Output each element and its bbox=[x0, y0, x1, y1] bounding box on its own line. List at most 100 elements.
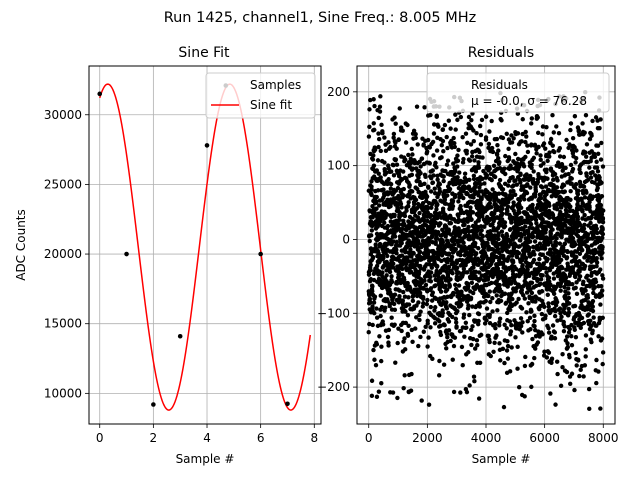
residual-point-3032 bbox=[544, 192, 549, 197]
residual-point-2228 bbox=[497, 160, 502, 165]
residual-point-2376 bbox=[505, 343, 511, 349]
residual-point-415 bbox=[390, 390, 396, 395]
residual-point-3100 bbox=[548, 282, 553, 287]
residual-point-3978 bbox=[599, 212, 605, 217]
residual-point-2531 bbox=[514, 161, 520, 166]
residual-point-2826 bbox=[532, 313, 537, 319]
residual-point-3997 bbox=[600, 276, 606, 281]
residual-point-3274 bbox=[558, 288, 563, 293]
residual-point-2598 bbox=[518, 316, 524, 321]
residual-point-2223 bbox=[496, 250, 502, 256]
residual-point-213 bbox=[379, 358, 384, 364]
residuals-xlabel: Sample # bbox=[472, 452, 531, 466]
sample-point-0 bbox=[97, 91, 103, 97]
legend-sine-fit-label: Sine fit bbox=[250, 98, 292, 112]
residual-point-2687 bbox=[524, 134, 529, 139]
residual-point-3605 bbox=[577, 274, 583, 279]
residual-point-2329 bbox=[503, 153, 508, 159]
residual-point-178 bbox=[376, 136, 382, 142]
residual-point-1679 bbox=[464, 270, 470, 275]
residual-point-3282 bbox=[558, 257, 564, 263]
residual-point-144 bbox=[374, 315, 380, 320]
residual-point-1143 bbox=[433, 239, 438, 245]
residual-point-1768 bbox=[470, 304, 475, 309]
residual-point-3210 bbox=[554, 185, 560, 190]
residual-point-252 bbox=[381, 187, 386, 192]
residual-point-680 bbox=[406, 323, 411, 328]
residual-point-3031 bbox=[544, 125, 549, 130]
residual-point-2417 bbox=[508, 226, 513, 232]
residual-point-2362 bbox=[505, 310, 510, 316]
residual-point-1509 bbox=[455, 164, 460, 169]
residual-point-3265 bbox=[557, 154, 563, 159]
residual-point-2756 bbox=[528, 185, 533, 190]
residual-point-3905 bbox=[595, 185, 600, 191]
residual-point-2774 bbox=[529, 142, 534, 147]
residual-point-951 bbox=[422, 278, 427, 283]
residual-point-3178 bbox=[552, 171, 558, 177]
residual-point-1277 bbox=[441, 174, 446, 179]
residual-point-2307 bbox=[501, 404, 507, 410]
residual-point-1053 bbox=[428, 325, 433, 330]
residual-point-3415 bbox=[566, 310, 572, 315]
residual-point-3801 bbox=[589, 133, 594, 138]
residual-point-2669 bbox=[523, 224, 528, 229]
residual-point-3762 bbox=[587, 165, 592, 170]
residual-point-845 bbox=[416, 343, 421, 349]
residual-point-1334 bbox=[444, 331, 450, 337]
residual-point-1874 bbox=[476, 318, 481, 324]
residual-point-661 bbox=[405, 255, 410, 260]
residual-point-3395 bbox=[565, 344, 570, 350]
residual-point-3979 bbox=[599, 336, 605, 341]
residual-point-246 bbox=[380, 322, 386, 327]
residual-point-2898 bbox=[536, 144, 541, 150]
residual-point-1188 bbox=[436, 124, 441, 129]
residual-point-389 bbox=[389, 274, 394, 279]
residual-point-3855 bbox=[592, 285, 597, 290]
residual-point-2122 bbox=[490, 257, 496, 262]
sine-fit-ytick-label-2: 20000 bbox=[44, 247, 82, 261]
residual-point-50 bbox=[369, 187, 374, 192]
residual-point-2712 bbox=[525, 318, 530, 324]
residual-point-1477 bbox=[453, 112, 458, 117]
residual-point-425 bbox=[391, 135, 396, 140]
residual-point-1578 bbox=[459, 302, 464, 308]
residual-point-660 bbox=[405, 122, 410, 128]
residual-point-2968 bbox=[540, 252, 545, 257]
residual-point-205 bbox=[378, 293, 383, 298]
residual-point-1926 bbox=[479, 228, 484, 233]
residual-point-748 bbox=[410, 339, 415, 345]
residual-point-2753 bbox=[527, 239, 533, 244]
residual-point-2353 bbox=[504, 326, 509, 331]
residual-point-204 bbox=[378, 175, 383, 180]
residual-point-1459 bbox=[452, 140, 457, 146]
residual-point-3524 bbox=[573, 274, 578, 280]
residual-point-2794 bbox=[530, 202, 535, 208]
residual-point-2964 bbox=[540, 332, 545, 337]
residuals-ytick-label-2: 0 bbox=[342, 232, 350, 246]
residual-point-787 bbox=[412, 218, 418, 223]
residual-point-908 bbox=[419, 156, 425, 161]
residual-point-2921 bbox=[537, 241, 543, 246]
residual-point-511 bbox=[396, 221, 401, 227]
residual-point-1759 bbox=[469, 280, 475, 285]
residual-point-42 bbox=[368, 233, 374, 238]
residual-point-3933 bbox=[597, 219, 602, 224]
residual-point-1343 bbox=[445, 145, 450, 151]
residual-point-2318 bbox=[502, 322, 507, 327]
residual-point-1445 bbox=[451, 290, 456, 296]
residual-point-1746 bbox=[468, 295, 474, 301]
residual-point-3516 bbox=[572, 114, 578, 119]
residual-point-3708 bbox=[583, 154, 589, 159]
residual-point-3889 bbox=[594, 226, 599, 231]
residual-point-3951 bbox=[598, 302, 603, 307]
residual-point-1005 bbox=[425, 206, 430, 211]
residual-point-3987 bbox=[600, 245, 605, 250]
residual-point-1813 bbox=[472, 244, 478, 249]
residual-point-929 bbox=[421, 296, 426, 301]
residual-point-3514 bbox=[572, 327, 577, 332]
residual-point-1751 bbox=[469, 342, 474, 348]
residual-point-3567 bbox=[575, 192, 581, 197]
residual-point-139 bbox=[374, 342, 380, 347]
residual-point-3020 bbox=[543, 266, 549, 271]
